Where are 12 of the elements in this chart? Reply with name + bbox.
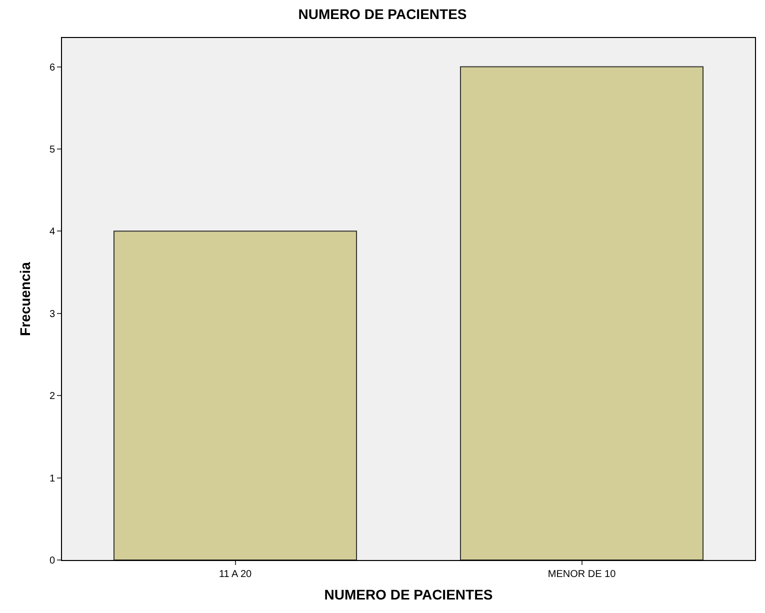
x-tick-label: MENOR DE 10 [548,569,616,580]
chart-title: NUMERO DE PACIENTES [298,6,467,22]
y-axis-title: Frecuencia [17,262,34,336]
y-tick-label: 0 [49,556,56,566]
y-tick-label: 3 [49,308,56,320]
x-axis-title: NUMERO DE PACIENTES [324,586,493,602]
y-tick-label: 4 [49,226,56,238]
y-tick-label: 1 [49,473,56,484]
y-tick-label: 6 [49,62,56,74]
y-tick-label: 2 [49,391,56,402]
y-tick-label: 5 [49,144,56,156]
x-tick-label: 11 A 20 [218,569,252,580]
